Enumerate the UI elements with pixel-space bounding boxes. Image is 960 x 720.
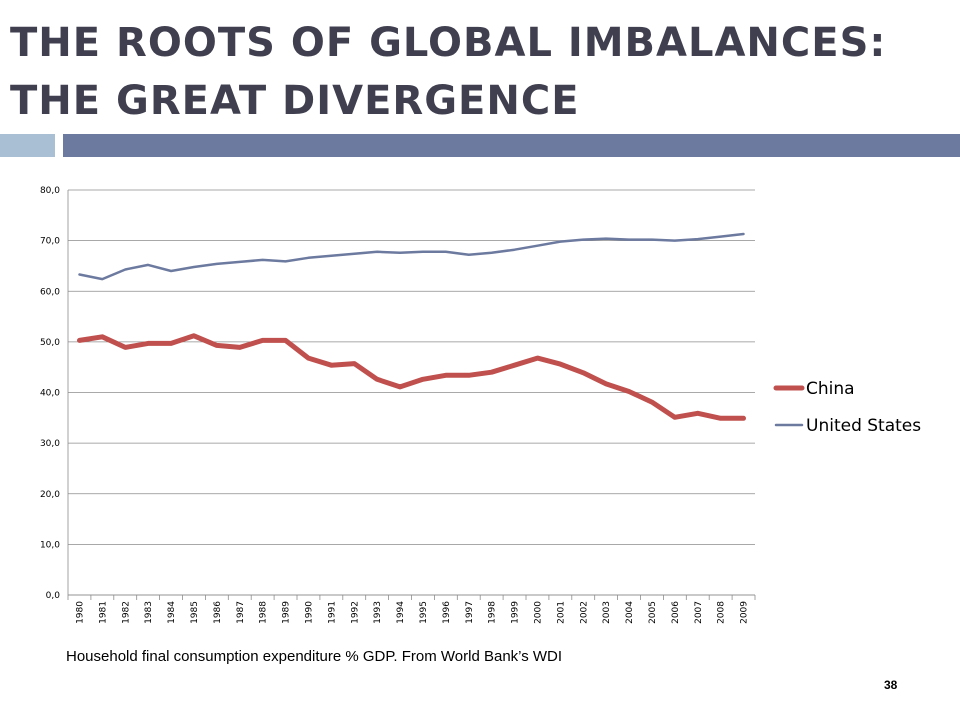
y-tick-label: 70,0 xyxy=(40,237,60,247)
x-tick-label: 2006 xyxy=(671,601,681,624)
y-tick-label: 10,0 xyxy=(40,540,60,550)
x-tick-label: 1991 xyxy=(327,601,337,624)
x-tick-label: 1986 xyxy=(213,601,223,624)
x-tick-label: 2002 xyxy=(579,601,589,624)
x-tick-label: 2000 xyxy=(533,601,543,624)
x-tick-label: 2007 xyxy=(694,601,704,624)
x-tick-label: 1993 xyxy=(373,601,383,624)
x-tick-label: 2003 xyxy=(602,601,612,624)
slide-title: THE ROOTS OF GLOBAL IMBALANCES: THE GREA… xyxy=(10,14,950,130)
chart-legend: China United States xyxy=(773,379,921,436)
slide-number: 38 xyxy=(884,678,898,692)
x-tick-label: 1985 xyxy=(190,601,200,624)
y-tick-label: 50,0 xyxy=(40,338,60,348)
title-accent-bar-left xyxy=(0,134,55,157)
x-tick-label: 1996 xyxy=(442,601,452,624)
x-tick-label: 1980 xyxy=(75,601,85,624)
x-tick-label: 2001 xyxy=(556,601,566,624)
chart-caption: Household final consumption expenditure … xyxy=(66,648,563,665)
title-accent-bar-right xyxy=(63,134,960,157)
y-tick-label: 40,0 xyxy=(40,389,60,399)
chart-gridlines xyxy=(68,189,755,596)
slide-title-line-1: THE ROOTS OF GLOBAL IMBALANCES: xyxy=(10,20,887,66)
y-tick-label: 60,0 xyxy=(40,287,60,297)
x-tick-label: 1998 xyxy=(488,601,498,624)
legend-label-china: China xyxy=(806,379,855,399)
chart-axes: 0,0 10,0 20,0 30,0 40,0 50,0 60,0 70,0 80,0 1980 1… xyxy=(40,186,756,624)
x-tick-label: 1981 xyxy=(98,601,108,624)
series-line-china xyxy=(77,333,746,421)
x-tick-label: 1990 xyxy=(304,601,314,624)
x-tick-label: 2008 xyxy=(717,601,727,624)
y-tick-label: 0,0 xyxy=(46,591,61,601)
legend-label-united-states: United States xyxy=(806,416,921,436)
chart-series xyxy=(77,232,746,421)
x-tick-label: 1987 xyxy=(236,601,246,624)
y-tick-label: 20,0 xyxy=(40,490,60,500)
x-tick-label: 2009 xyxy=(740,601,750,624)
y-tick-label: 80,0 xyxy=(40,186,60,196)
x-tick-label: 1983 xyxy=(144,601,154,624)
x-tick-label: 1989 xyxy=(282,601,292,624)
x-tick-label: 1992 xyxy=(350,601,360,624)
x-tick-label: 1988 xyxy=(259,601,269,624)
consumption-line-chart: 0,0 10,0 20,0 30,0 40,0 50,0 60,0 70,0 80,0 1980 1… xyxy=(40,186,921,624)
x-tick-label: 2005 xyxy=(648,601,658,624)
x-tick-label: 1997 xyxy=(465,601,475,624)
x-tick-label: 1982 xyxy=(121,601,131,624)
x-tick-label: 2004 xyxy=(625,601,635,624)
slide-title-line-2: THE GREAT DIVERGENCE xyxy=(10,78,580,124)
series-line-united-states xyxy=(78,232,745,281)
x-tick-label: 1999 xyxy=(511,601,521,624)
x-tick-label: 1994 xyxy=(396,601,406,624)
x-tick-label: 1995 xyxy=(419,601,429,624)
x-tick-label: 1984 xyxy=(167,601,177,624)
y-tick-label: 30,0 xyxy=(40,439,60,449)
